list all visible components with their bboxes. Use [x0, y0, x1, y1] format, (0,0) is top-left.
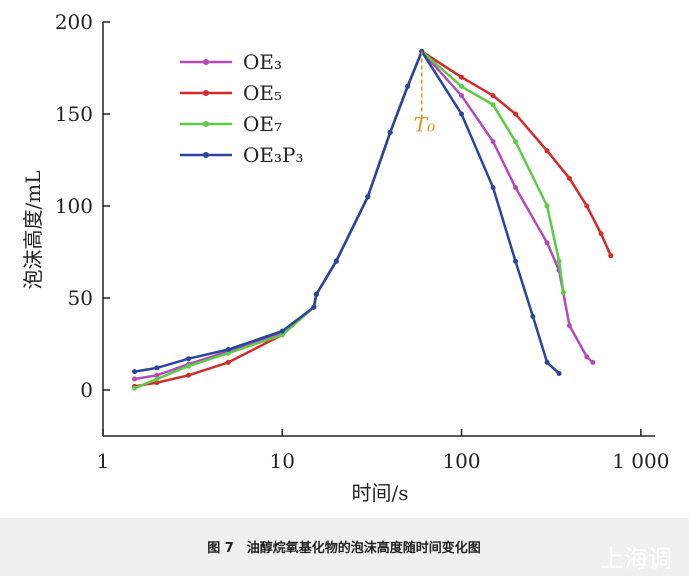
data-point: [132, 376, 138, 382]
data-point: [490, 139, 496, 145]
legend-label: OE₃P₃: [243, 143, 304, 167]
data-point: [186, 356, 192, 362]
data-point: [459, 111, 465, 117]
series-line: [134, 49, 594, 381]
data-point: [313, 291, 319, 297]
series-line: [134, 48, 560, 375]
watermark: 上海调: [600, 545, 672, 573]
data-point: [154, 365, 160, 371]
y-tick-label: 150: [55, 102, 93, 126]
data-point: [590, 359, 596, 365]
data-point: [490, 185, 496, 191]
x-tick-label: 100: [442, 449, 480, 473]
data-point: [279, 332, 285, 338]
data-point: [459, 83, 465, 89]
data-point: [560, 289, 566, 295]
data-point: [186, 363, 192, 369]
y-tick-label: 50: [68, 286, 93, 310]
legend-label: OE₃: [243, 50, 282, 74]
data-point: [154, 376, 160, 382]
data-point: [459, 74, 465, 80]
data-point: [279, 328, 285, 334]
data-point: [598, 231, 604, 237]
data-point: [584, 354, 590, 360]
data-point: [333, 258, 339, 264]
data-point: [490, 102, 496, 108]
annotation-text: T₀: [414, 113, 435, 137]
caption: 图 7 油醇烷氧基化物的泡沫高度随时间变化图: [207, 540, 481, 556]
y-axis-label: 泡沫高度/mL: [21, 171, 45, 290]
data-point: [405, 83, 411, 89]
legend-marker: [203, 121, 209, 127]
data-point: [154, 372, 160, 378]
legend-marker: [203, 59, 209, 65]
data-point: [584, 203, 590, 209]
x-tick-label: 1: [97, 449, 110, 473]
data-point: [544, 359, 550, 365]
legend-label: OE₅: [243, 81, 282, 105]
y-tick-label: 100: [55, 194, 93, 218]
y-tick-label: 200: [55, 10, 93, 34]
x-tick-label: 10: [270, 449, 295, 473]
data-point: [513, 139, 519, 145]
data-point: [225, 350, 231, 356]
data-point: [608, 253, 614, 259]
data-point: [459, 93, 465, 99]
caption-bar: [0, 518, 689, 576]
data-point: [556, 258, 562, 264]
data-point: [186, 372, 192, 378]
data-point: [566, 323, 572, 329]
data-point: [556, 370, 562, 376]
data-point: [544, 148, 550, 154]
legend-marker: [203, 90, 209, 96]
data-point: [225, 359, 231, 365]
data-point: [387, 129, 393, 135]
x-axis-label: 时间/s: [351, 481, 408, 505]
data-point: [132, 385, 138, 391]
data-point: [132, 369, 138, 375]
data-point: [513, 111, 519, 117]
x-tick-label: 1 000: [612, 449, 669, 473]
data-point: [154, 380, 160, 386]
data-point: [513, 258, 519, 264]
data-point: [566, 175, 572, 181]
data-point: [544, 203, 550, 209]
data-point: [311, 304, 317, 310]
data-point: [544, 240, 550, 246]
data-point: [490, 93, 496, 99]
data-point: [530, 313, 536, 319]
legend-marker: [203, 152, 209, 158]
data-point: [513, 185, 519, 191]
y-tick-label: 0: [80, 378, 93, 402]
data-point: [225, 347, 231, 353]
data-point: [365, 194, 371, 200]
legend-label: OE₇: [243, 112, 282, 136]
